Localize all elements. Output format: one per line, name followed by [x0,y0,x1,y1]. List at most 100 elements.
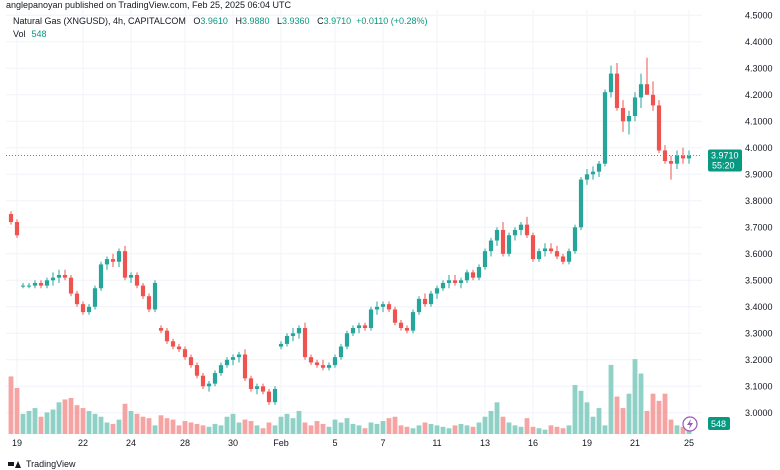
price-tag-box [708,149,742,172]
candle-body [320,365,326,368]
volume-bar [278,416,284,434]
volume-bar [560,428,566,434]
candle-body [608,73,614,93]
price-tick-label: 3.6000 [745,249,773,259]
time-tick-label: 7 [380,438,385,448]
candle-body [338,346,344,358]
time-tick-label: 13 [480,438,490,448]
candle-body [26,285,32,287]
candle-body [164,330,170,342]
time-tick-label: 25 [684,438,694,448]
footer-brand[interactable]: TradingView [8,459,76,469]
volume-bar [680,426,686,434]
volume-bar [512,425,518,434]
volume-bar [494,402,500,434]
volume-bar [416,425,422,434]
volume-bar [542,429,548,434]
candle-body [578,179,584,228]
time-tick-label: Feb [273,438,289,448]
replay-icon[interactable] [682,416,698,432]
grid-lines [6,10,702,434]
volume-bar [122,403,128,434]
volume-bar [32,408,38,434]
price-tick-label: 3.9000 [745,169,773,179]
low-value: 3.9360 [282,16,310,26]
volume-bar [338,422,344,434]
volume-bar [344,418,350,434]
candle-body [422,298,428,305]
candle-body [374,306,380,310]
volume-bar [302,422,308,434]
candle-body [686,155,692,159]
symbol-name[interactable]: Natural Gas (XNGUSD), 4h, CAPITALCOM [13,16,186,26]
candle-body [8,214,14,222]
candle-body [146,296,152,310]
candle-body [488,240,494,252]
candle-body [188,357,194,366]
volume-bar [470,426,476,434]
candle-body [194,365,200,376]
volume-bar [608,364,614,434]
candles [8,57,692,405]
candle-body [230,357,236,360]
chart-legend: Natural Gas (XNGUSD), 4h, CAPITALCOM O3.… [13,16,428,26]
candle-body [548,248,554,252]
candle-body [110,259,116,262]
volume-bar [104,422,110,434]
candle-body [650,94,656,106]
tradingview-logo-icon [8,460,22,469]
candle-body [368,309,374,328]
volume-bar [656,400,662,434]
volume-bar [380,421,386,434]
volume-bar [398,425,404,434]
volume-bar [536,428,542,434]
candle-body [494,229,500,241]
high-label: H [235,16,242,26]
candle-body [554,251,560,257]
volume-bar [320,423,326,434]
volume-bar [620,408,626,434]
candle-body [440,282,446,289]
volume-bar [170,419,176,434]
low-label: L [277,16,283,26]
candle-body [134,275,140,286]
volume-bar [362,428,368,434]
volume-bar [590,416,596,434]
volume-bar [230,413,236,434]
candle-body [362,325,368,328]
candle-body [176,346,182,350]
volume-bar [578,390,584,434]
volume-bar [236,422,242,434]
volume-bar [632,359,638,434]
volume-bar [674,425,680,434]
volume-bar [332,419,338,434]
volume-bar [464,425,470,434]
candle-body [308,357,314,363]
volume-bar [86,410,92,434]
candle-body [116,251,122,262]
time-axis[interactable]: 19 22 24 28 30 Feb 5 7 11 13 16 19 21 25 [12,438,694,448]
candle-body [44,280,50,286]
volume-bar [548,425,554,434]
price-axis[interactable]: 4.5000 4.4000 4.3000 4.2000 4.1000 4.0000 3.90… [745,10,773,418]
volume-bar [500,416,506,434]
lightning-icon [687,419,693,429]
volume-bar [518,426,524,434]
volume-bar [248,421,254,434]
candle-body [236,354,242,358]
candle-body [398,322,404,328]
candle-body [614,73,620,109]
volume-bar [260,428,266,434]
candle-body [674,155,680,164]
candle-body [152,282,158,310]
volume-bar [644,410,650,434]
candle-body [74,293,80,305]
price-tag: 3.9710 55:20 [708,149,742,172]
close-value: 3.9710 [323,16,352,26]
volume-bar [176,425,182,434]
candle-body [182,349,188,358]
volume-bar [614,396,620,434]
candle-body [272,388,278,403]
volume-bar [224,416,230,434]
